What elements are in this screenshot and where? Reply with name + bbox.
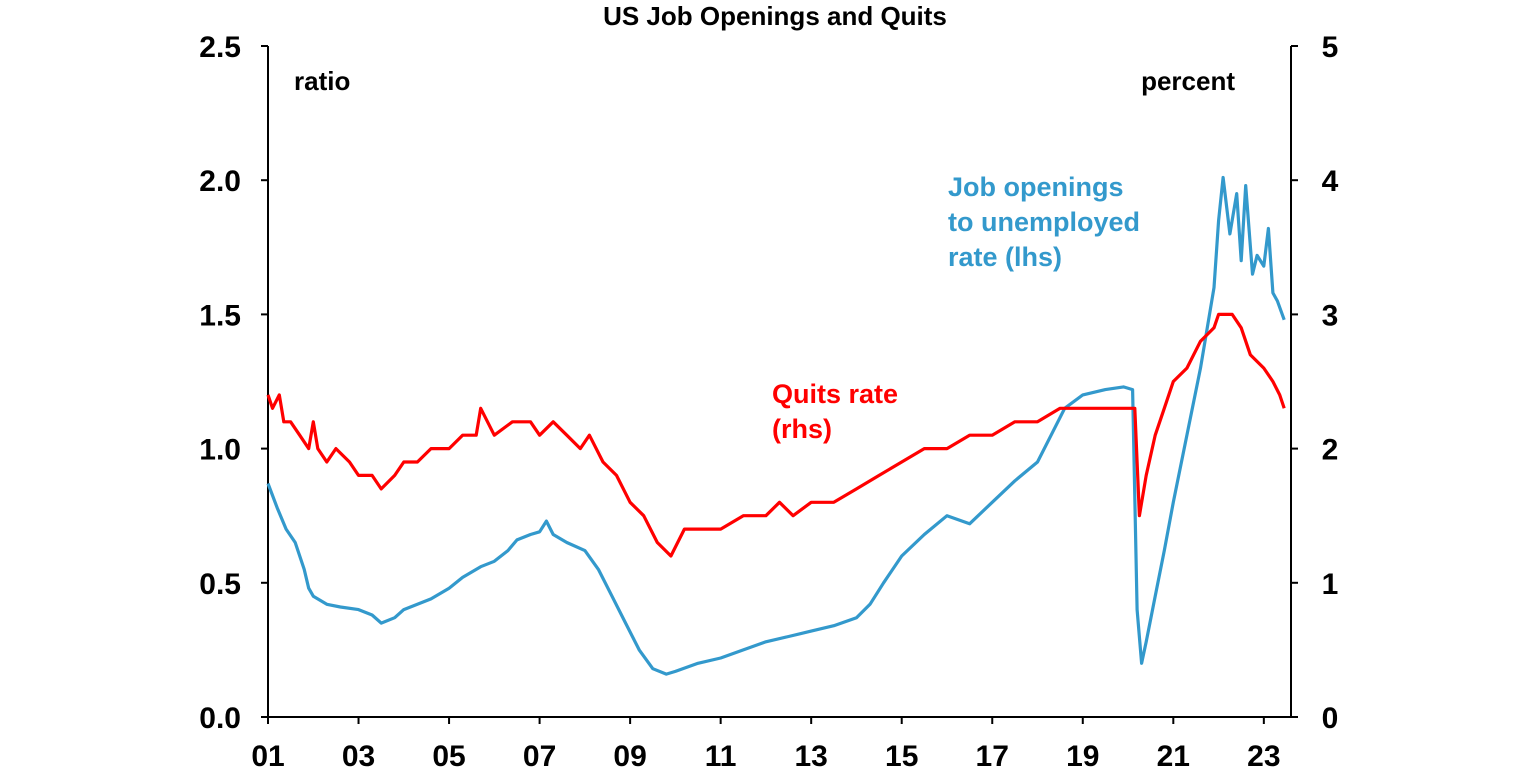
series-line-job-openings — [266, 175, 1286, 676]
x-tick-label: 03 — [342, 740, 375, 773]
x-tick-label: 21 — [1157, 740, 1190, 773]
series-label-line: Quits rate — [772, 379, 898, 409]
x-tick-label: 17 — [976, 740, 1009, 773]
left-tick-label: 2.5 — [199, 31, 241, 64]
x-tick-label: 15 — [885, 740, 918, 773]
chart-title: US Job Openings and Quits — [603, 1, 947, 31]
left-axis-unit-label: ratio — [294, 66, 350, 96]
right-tick-label: 1 — [1322, 568, 1339, 601]
x-tick-label: 19 — [1066, 740, 1099, 773]
right-tick-label: 3 — [1322, 299, 1339, 332]
series-label-line: rate (lhs) — [948, 242, 1062, 272]
x-tick-label: 01 — [251, 740, 284, 773]
series-label-job-openings: Job openings to unemployed rate (lhs) — [948, 172, 1140, 272]
right-tick-label: 5 — [1322, 31, 1339, 64]
series-label-line: Job openings — [948, 172, 1124, 202]
x-tick-label: 05 — [432, 740, 465, 773]
right-tick-label: 0 — [1322, 702, 1339, 735]
left-tick-label: 1.5 — [199, 299, 241, 332]
x-tick-label: 11 — [705, 740, 737, 773]
x-tick-label: 07 — [523, 740, 556, 773]
x-tick-label: 23 — [1247, 740, 1280, 773]
series-line-quits-rate — [266, 312, 1286, 558]
right-tick-label: 2 — [1322, 434, 1339, 467]
left-tick-label: 0.5 — [199, 568, 241, 601]
left-axis-ticks: 0.0 0.5 1.0 1.5 2.0 2.5 — [199, 31, 268, 735]
right-axis-unit-label: percent — [1141, 66, 1235, 96]
series-lines — [266, 175, 1286, 676]
x-tick-label: 09 — [613, 740, 646, 773]
left-tick-label: 0.0 — [199, 702, 241, 735]
right-tick-label: 4 — [1322, 165, 1339, 198]
x-tick-label: 13 — [794, 740, 827, 773]
left-tick-label: 1.0 — [199, 434, 241, 467]
series-label-line: (rhs) — [772, 414, 832, 444]
series-label-line: to unemployed — [948, 207, 1140, 237]
x-axis-ticks: 01 03 05 07 09 11 13 15 17 19 21 23 — [251, 717, 1281, 773]
left-tick-label: 2.0 — [199, 165, 241, 198]
series-label-quits-rate: Quits rate (rhs) — [772, 379, 898, 444]
right-axis-ticks: 0 1 2 3 4 5 — [1291, 31, 1339, 735]
